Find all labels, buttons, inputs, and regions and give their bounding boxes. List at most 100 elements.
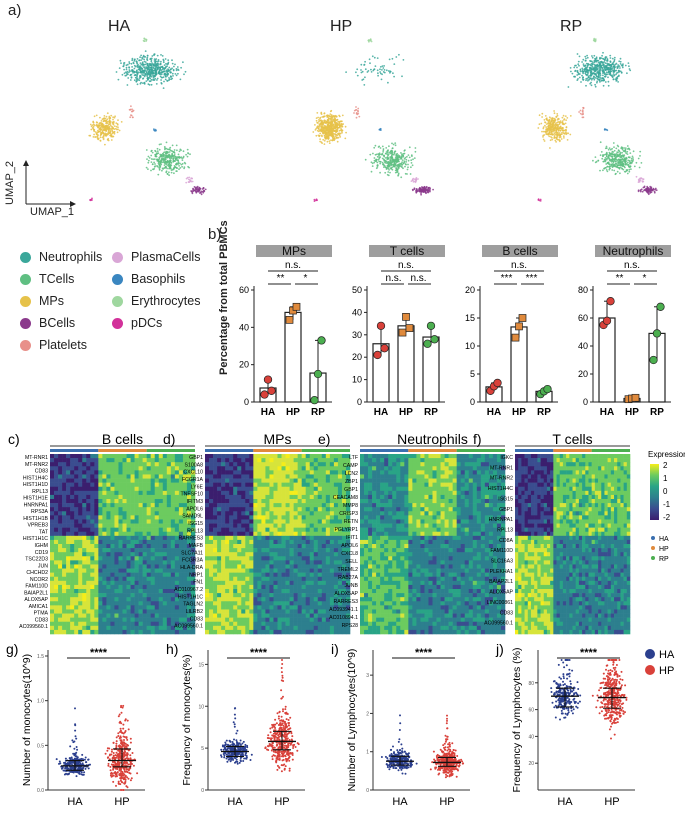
heatmap-gene-label: CHCHD2 — [26, 570, 48, 576]
heatmap-gene-label: BAIAP2L1 — [489, 579, 513, 585]
bar-y-tick: 30 — [352, 330, 362, 340]
umap-panel-ha — [88, 37, 207, 202]
bar-x-label: HA — [600, 407, 614, 418]
violin-y-tick: 40 — [528, 734, 534, 740]
violin-sig: **** — [90, 647, 108, 659]
heatmap-gene-label: CD83 — [35, 618, 48, 624]
bar-y-tick: 20 — [578, 369, 588, 379]
heatmap-gene-label: GBP1 — [499, 507, 513, 513]
violin-letter: h) — [166, 641, 178, 657]
group-legend-dot — [651, 546, 655, 550]
legend-swatch — [20, 295, 31, 307]
heatmap-gene-label: MAFB — [189, 543, 204, 549]
bar-point — [649, 355, 658, 365]
bar-y-tick: 10 — [465, 341, 475, 351]
violin-y-tick: 2 — [366, 711, 369, 717]
legend-swatch — [20, 317, 31, 329]
violin-plot-i: i) Number of Lymphocytes(10^9) 0 1 2 3 HA HP ***… — [331, 641, 470, 808]
violin-points-ha — [550, 659, 582, 721]
bar-y-tick: 60 — [578, 313, 588, 323]
bar-point — [402, 313, 410, 321]
heatmap-gene-label: S100A8 — [185, 462, 204, 468]
violin-y-tick: 60 — [528, 708, 534, 714]
bar-point — [493, 378, 502, 388]
violin-legend: HA HP — [645, 649, 675, 677]
heatmap-gene-label: ALOX5AP — [489, 590, 513, 596]
umap-title-rp: RP — [560, 18, 583, 35]
bar-y-tick: 20 — [352, 352, 362, 362]
heatmap-gene-label: LTF — [349, 455, 358, 461]
bar-hp — [397, 325, 415, 403]
bar-point — [267, 386, 276, 395]
heatmap-gene-label: ALOX5AP — [334, 591, 358, 597]
violin-legend-dot — [645, 665, 655, 675]
heatmap-gene-label: MT-RNR1 — [490, 465, 513, 471]
legend-swatch — [20, 251, 31, 263]
heatmap-t-cells: f) T cells IGKC MT-RNR1 MT-RNR2 HIST1H4C ISG15… — [473, 431, 631, 635]
violin-ylabel: Number of Lymphocytes(10^9) — [346, 649, 358, 792]
bar-point — [602, 316, 612, 325]
violin-plot-j: j) Frequency of Lymphocytes (%) 20 40 60 80 HA… — [495, 641, 635, 808]
legend-label: Erythrocytes — [131, 294, 201, 308]
heatmap-gene-label: PLEKHA1 — [490, 569, 513, 575]
heatmap-gene-label: LY6E — [191, 484, 204, 490]
heatmap-gene-label: RPS3A — [31, 509, 49, 515]
heatmap-gene-label: FCGR1A — [182, 477, 204, 483]
bar-point — [373, 350, 382, 360]
legend-swatch — [112, 295, 123, 307]
legend-swatch — [112, 317, 123, 329]
bar-point — [285, 316, 294, 324]
heatmap-gene-label: CXCL8 — [341, 551, 358, 557]
legend-label: BCells — [39, 316, 76, 330]
legend-item-mps: MPs — [20, 294, 64, 308]
heatmap-gene-label: TREML2 — [338, 567, 359, 573]
heatmap-cells — [205, 454, 351, 635]
violin-y-tick: 1 — [366, 750, 369, 756]
heatmap-gene-label: AC099560.1 — [174, 624, 203, 630]
bar-point — [656, 302, 665, 311]
umap-panel-rp — [537, 37, 658, 202]
heatmap-gene-label: CD8A — [499, 538, 513, 544]
heatmap-gene-label: NRP1 — [189, 572, 203, 578]
heatmap-gene-label: ZBP1 — [345, 479, 358, 485]
heatmap-group-bar — [591, 449, 630, 452]
violin-x-label: HA — [557, 796, 573, 808]
heatmap-gene-label: HIST1H1E — [23, 496, 48, 502]
violin-ylabel: Frequency of Lymphocytes (%) — [511, 648, 523, 793]
heatmap-group-bar — [456, 449, 505, 452]
heatmap-gene-label: RPS28 — [342, 623, 359, 629]
bar-chart-title-band — [256, 245, 332, 257]
heatmap-gene-label: HIST1H1C — [23, 536, 48, 542]
sig-label: *** — [526, 273, 538, 284]
bar-chart-title: MPs — [282, 244, 306, 258]
violin-plot-h: h)Frequency of monocytes(%) 0 5 10 15 HA HP ***… — [166, 641, 305, 808]
bar-y-tick: 5 — [470, 369, 475, 379]
bar-chart-t-cells: T cells 0 10 20 30 40 50 HA HP RP n.s. n.s. n.s. — [352, 244, 445, 418]
heatmap-gene-label: RPL13 — [187, 528, 203, 534]
umap-panel-hp — [312, 38, 434, 203]
violin-x-label: HA — [227, 796, 243, 808]
legend-swatch — [20, 273, 31, 285]
bar-chart-b-cells: B cells 0 5 10 15 20 HA HP RP n.s. *** *** — [465, 244, 558, 418]
heatmap-title: MPs — [264, 431, 292, 447]
heatmap-gene-label: AC099560.1 — [484, 621, 513, 627]
sig-label: * — [304, 273, 308, 284]
heatmap-gene-label: JUN — [38, 563, 48, 569]
bar-x-label: HP — [512, 407, 526, 418]
heatmap-gene-label: APOL6 — [341, 543, 358, 549]
umap-axes — [23, 160, 76, 207]
heatmap-gene-label: CD83 — [500, 610, 513, 616]
heatmap-gene-label: RPL13 — [32, 489, 48, 495]
bar-point — [430, 335, 439, 344]
heatmap-gene-label: ISG15 — [498, 496, 513, 502]
heatmap-gene-label: AC010967.2 — [174, 587, 203, 593]
violin-legend-label: HP — [659, 665, 674, 677]
heatmap-gene-label: ISG15 — [188, 521, 203, 527]
heatmap-group-bar — [50, 449, 99, 452]
sig-label: ** — [277, 273, 285, 284]
bar-y-tick: 10 — [352, 375, 362, 385]
heatmap-gene-label: SAMD9L — [182, 514, 203, 520]
heatmap-gene-label: IGHM — [34, 543, 48, 549]
violin-y-tick: 1.0 — [37, 699, 44, 705]
